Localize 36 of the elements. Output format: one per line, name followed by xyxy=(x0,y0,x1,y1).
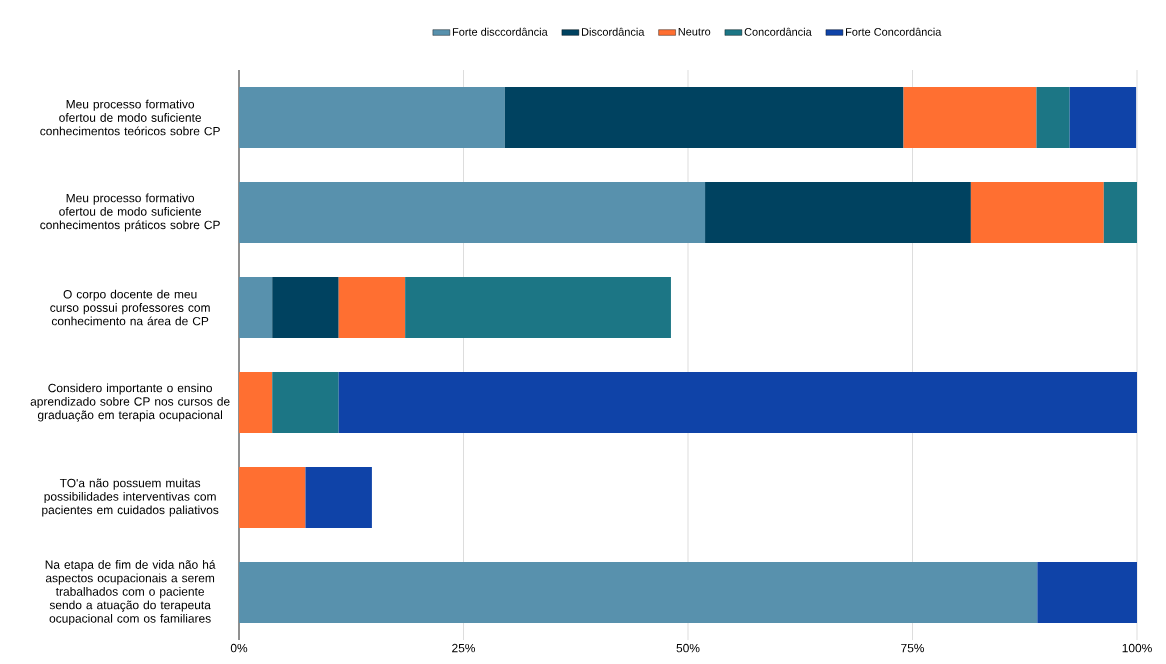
y-tick-label: Meu processo formativo ofertou de modo suficiente conhecimentos práticos sobre CP xyxy=(40,193,220,232)
y-tick-label: TO'a não possuem muitas possibilidades interventivas com pacientes em cuidados paliativos xyxy=(42,478,219,517)
bar xyxy=(970,182,1104,243)
bar xyxy=(903,87,1037,148)
bar xyxy=(305,467,372,528)
bar xyxy=(1103,182,1138,243)
y-tick-label: Meu processo formativo ofertou de modo suficiente conhecimentos teóricos sobre CP xyxy=(40,99,220,136)
legend-label: Forte Concordância xyxy=(846,27,942,36)
bar xyxy=(239,277,273,338)
legend-label: Neutro xyxy=(678,27,711,36)
bar xyxy=(338,277,406,338)
bar xyxy=(1036,87,1070,148)
bar xyxy=(239,467,306,528)
legend-label: Forte disccordância xyxy=(452,27,548,36)
bar xyxy=(239,372,273,433)
x-tick-label: 25% xyxy=(452,643,476,653)
y-tick-label: Na etapa de fim de vida não há aspectos ocupacionais a serem trabalhados com o paciente sendo a atuação do terapeuta ocupacional com os familiares xyxy=(45,559,216,626)
x-tick-label: 50% xyxy=(676,643,700,653)
x-tick-label: 75% xyxy=(901,643,925,653)
bar xyxy=(405,277,671,338)
bar xyxy=(1069,87,1137,148)
legend-label: Concordância xyxy=(744,27,812,36)
bar xyxy=(272,372,339,433)
y-tick-label: Considero importante o ensino aprendizado sobre CP nos cursos de graduação em terapia ocupacional xyxy=(30,383,230,422)
bar xyxy=(1037,562,1138,623)
bar xyxy=(239,87,505,148)
legend-label: Discordância xyxy=(581,27,645,36)
bar xyxy=(504,87,904,148)
bar xyxy=(272,277,339,338)
bar xyxy=(239,562,1038,623)
bar xyxy=(338,372,1138,433)
y-tick-label: O corpo docente de meu curso possui professores com conhecimento na área de CP xyxy=(50,289,210,326)
bar xyxy=(705,182,971,243)
x-tick-label: 100% xyxy=(1122,643,1152,653)
bar xyxy=(239,182,706,243)
x-tick-label: 0% xyxy=(230,643,248,653)
